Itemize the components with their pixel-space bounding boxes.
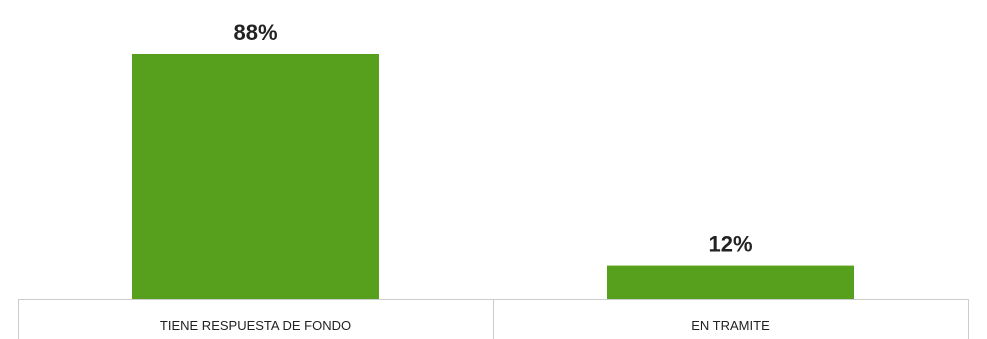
- bar-2: [607, 265, 854, 299]
- bars-group: [132, 54, 854, 299]
- x-axis: [18, 299, 969, 339]
- category-label-2: EN TRAMITE: [691, 318, 770, 333]
- category-label-1: TIENE RESPUESTA DE FONDO: [160, 318, 351, 333]
- category-labels-group: TIENE RESPUESTA DE FONDO EN TRAMITE: [160, 318, 770, 333]
- data-label-2: 12%: [708, 232, 752, 257]
- data-labels-group: 88% 12%: [233, 20, 752, 257]
- data-label-1: 88%: [233, 20, 277, 45]
- bar-1: [132, 54, 379, 299]
